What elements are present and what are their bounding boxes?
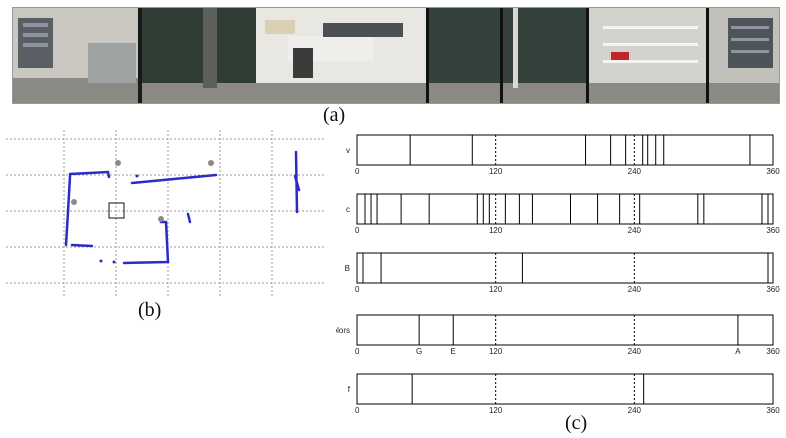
strip-v: v 0 120 240 360 bbox=[346, 134, 780, 176]
line-mark: E bbox=[451, 347, 456, 356]
strip-B: B 0 120 240 360 bbox=[345, 252, 780, 294]
caption-a: (a) bbox=[323, 104, 346, 126]
caption-b: (b) bbox=[138, 299, 162, 321]
map-walls bbox=[64, 150, 301, 265]
tick-label: 0 bbox=[355, 406, 360, 415]
line-mark: A bbox=[735, 347, 741, 356]
tick-label: 240 bbox=[628, 406, 642, 415]
map-plot bbox=[6, 130, 324, 298]
strip-label: f bbox=[348, 385, 351, 394]
robot-marker bbox=[108, 202, 125, 219]
strip-label: c bbox=[346, 205, 350, 214]
tick-label: 120 bbox=[489, 347, 503, 356]
panorama-image bbox=[12, 7, 780, 104]
tick-label: 120 bbox=[489, 167, 503, 176]
tick-label: 240 bbox=[628, 285, 642, 294]
map-landmarks bbox=[71, 160, 214, 222]
strip-box bbox=[356, 134, 774, 166]
tick-label: 360 bbox=[766, 167, 780, 176]
strip-colors: colors 0 120 240 360 G E A bbox=[336, 314, 780, 356]
tick-label: 240 bbox=[628, 226, 642, 235]
tick-label: 0 bbox=[355, 347, 360, 356]
line-mark: G bbox=[416, 347, 422, 356]
feature-strips: v 0 120 240 360 c 0 120 240 360 B 0 120 240 360 colors 0… bbox=[336, 134, 780, 415]
tick-label: 0 bbox=[355, 167, 360, 176]
strip-f: f 0 120 240 360 bbox=[348, 373, 780, 415]
tick-label: 360 bbox=[766, 226, 780, 235]
caption-c: (c) bbox=[565, 412, 588, 434]
tick-label: 0 bbox=[355, 285, 360, 294]
tick-label: 120 bbox=[489, 285, 503, 294]
strip-label: v bbox=[346, 146, 350, 155]
strip-label: B bbox=[345, 264, 350, 273]
tick-label: 240 bbox=[628, 167, 642, 176]
strip-box bbox=[356, 373, 774, 405]
tick-label: 360 bbox=[766, 406, 780, 415]
strip-c: c 0 120 240 360 bbox=[346, 193, 780, 235]
tick-label: 240 bbox=[628, 347, 642, 356]
strip-box bbox=[356, 193, 774, 225]
strip-box bbox=[356, 252, 774, 284]
tick-label: 360 bbox=[766, 347, 780, 356]
strip-label: colors bbox=[336, 326, 350, 335]
tick-label: 360 bbox=[766, 285, 780, 294]
tick-label: 120 bbox=[489, 406, 503, 415]
map-grid bbox=[6, 130, 324, 298]
tick-label: 120 bbox=[489, 226, 503, 235]
tick-label: 0 bbox=[355, 226, 360, 235]
